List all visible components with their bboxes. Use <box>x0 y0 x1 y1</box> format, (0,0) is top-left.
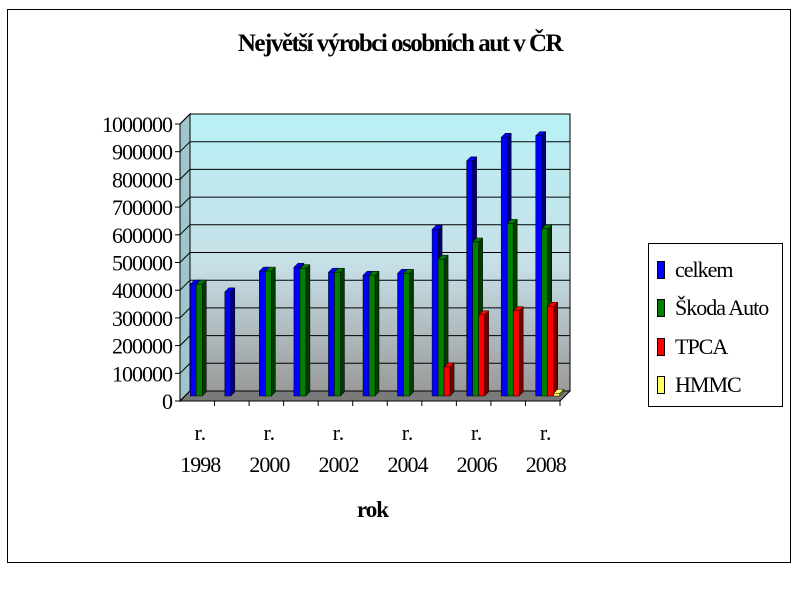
legend-label: Škoda Auto <box>675 295 769 320</box>
bar-front <box>443 366 451 397</box>
bar-skoda-auto <box>368 270 380 397</box>
bar-front <box>362 274 370 397</box>
y-tick-label: 600000 <box>112 223 173 248</box>
legend-label: celkem <box>675 257 734 282</box>
y-tick-label: 1000000 <box>102 112 173 137</box>
y-tick-label: 900000 <box>112 140 173 165</box>
y-tick-label: 700000 <box>112 195 173 220</box>
bar-skoda-auto <box>195 279 207 397</box>
bar-tpca <box>512 306 524 397</box>
bar-tpca <box>443 362 455 397</box>
bar-front <box>397 273 404 397</box>
bar-front <box>259 270 266 397</box>
bar-front <box>541 228 548 397</box>
bar-front <box>547 306 554 397</box>
bar-front <box>265 270 272 397</box>
bar-side <box>230 287 236 397</box>
legend-item-celkem: celkem <box>657 256 734 284</box>
chart-title: Největší výrobci osobních aut v ČR <box>237 30 564 57</box>
legend-swatch-hmmc <box>657 376 665 394</box>
bar-side <box>484 310 489 397</box>
x-axis-label: rok <box>356 497 389 522</box>
bar-side <box>374 270 380 397</box>
bar-front <box>506 223 514 397</box>
x-tick-label: 1998 <box>180 452 221 477</box>
legend: celkem Škoda Auto TPCA HMMC <box>648 243 783 407</box>
bar-front <box>431 228 439 397</box>
bar-side <box>271 266 276 397</box>
x-tick-label: 2004 <box>388 452 429 477</box>
y-tick-label: 0 <box>162 389 173 414</box>
bar-front <box>368 274 376 397</box>
gridline <box>179 113 570 125</box>
x-tick-label: 2006 <box>457 452 498 477</box>
y-tick-label: 800000 <box>112 167 173 192</box>
bar-front <box>190 283 197 397</box>
bar-front <box>328 271 335 397</box>
bar-front <box>403 273 410 397</box>
x-tick-label: 2008 <box>526 452 567 477</box>
bar-side <box>553 301 558 397</box>
x-tick-label: 2000 <box>249 452 290 477</box>
legend-item-hmmc: HMMC <box>657 371 742 399</box>
gridline <box>179 252 570 263</box>
bar-front <box>535 135 542 397</box>
bar-tpca <box>478 310 490 397</box>
bar-front <box>437 258 445 397</box>
bar-side <box>409 268 414 397</box>
bar-side <box>305 263 311 397</box>
bar-celkem <box>224 287 236 397</box>
bar-front <box>196 283 203 397</box>
bar-side <box>340 267 345 397</box>
x-tick-label: r. <box>402 420 414 445</box>
legend-swatch-skoda-auto <box>657 299 665 317</box>
bar-tpca <box>547 301 559 397</box>
x-tick-label: r. <box>471 420 483 445</box>
bar-skoda-auto <box>333 267 346 397</box>
gridline <box>179 168 570 180</box>
bar-front <box>553 392 560 397</box>
bar-hmmc <box>553 388 565 397</box>
y-tick-label: 100000 <box>112 361 173 386</box>
legend-label: TPCA <box>675 334 728 359</box>
gridline <box>179 224 570 236</box>
x-tick-label: r. <box>333 420 345 445</box>
legend-label: HMMC <box>675 372 742 397</box>
legend-swatch-celkem <box>657 261 665 279</box>
bar-skoda-auto <box>299 263 311 397</box>
bar-skoda-auto <box>264 266 276 397</box>
gridline <box>179 141 570 153</box>
bar-skoda-auto <box>402 268 415 397</box>
bar-front <box>500 137 508 397</box>
bar-front <box>334 271 341 397</box>
bar-side <box>449 362 455 397</box>
y-tick-label: 500000 <box>112 251 173 276</box>
y-tick-label: 400000 <box>112 278 173 303</box>
x-tick-label: r. <box>540 420 552 445</box>
legend-item-tpca: TPCA <box>657 333 728 361</box>
bar-front <box>293 266 301 397</box>
gridline <box>179 196 570 208</box>
bar-front <box>478 314 485 397</box>
y-tick-label: 300000 <box>112 306 173 331</box>
bar-front <box>224 291 232 397</box>
bar-side <box>518 306 524 397</box>
legend-item-skoda-auto: Škoda Auto <box>657 294 769 322</box>
bar-front <box>472 241 479 397</box>
y-tick-label: 200000 <box>112 334 173 359</box>
bar-side <box>202 279 207 397</box>
bar-front <box>466 160 473 397</box>
bar-front <box>299 268 307 397</box>
x-tick-label: r. <box>264 420 276 445</box>
bar-front <box>512 310 520 397</box>
chart-frame <box>7 9 791 563</box>
x-tick-label: r. <box>194 420 206 445</box>
legend-swatch-tpca <box>657 338 665 356</box>
x-tick-label: 2002 <box>318 452 358 477</box>
